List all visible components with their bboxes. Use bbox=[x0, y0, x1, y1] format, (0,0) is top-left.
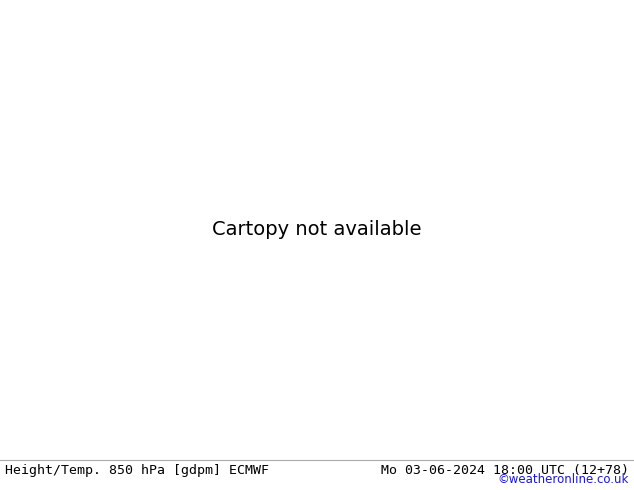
Text: Mo 03-06-2024 18:00 UTC (12+78): Mo 03-06-2024 18:00 UTC (12+78) bbox=[381, 464, 629, 477]
Text: Height/Temp. 850 hPa [gdpm] ECMWF: Height/Temp. 850 hPa [gdpm] ECMWF bbox=[5, 464, 269, 477]
Text: Cartopy not available: Cartopy not available bbox=[212, 220, 422, 239]
Text: ©weatheronline.co.uk: ©weatheronline.co.uk bbox=[498, 473, 629, 486]
